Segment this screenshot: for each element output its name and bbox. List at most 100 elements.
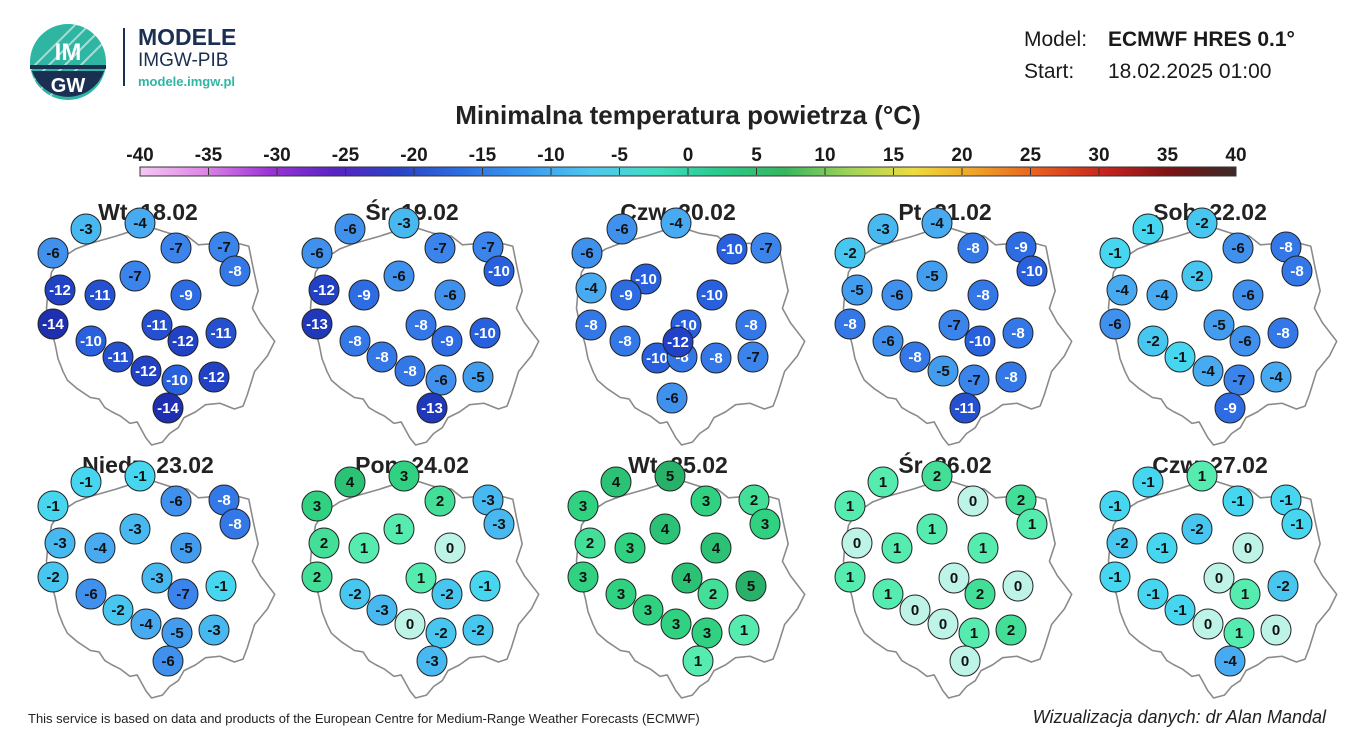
station-value: 0	[1272, 622, 1280, 639]
station-marker: -1	[1222, 485, 1254, 517]
station-circle	[339, 578, 371, 610]
station-value: -8	[1290, 263, 1303, 280]
station-circle	[690, 485, 722, 517]
station-marker: 0	[1002, 570, 1034, 602]
station-circle	[431, 325, 463, 357]
station-value: -9	[440, 333, 453, 350]
station-value: -5	[471, 369, 484, 386]
station-circle	[1229, 325, 1261, 357]
brand-url-link[interactable]: modele.imgw.pl	[138, 74, 236, 89]
station-value: 3	[579, 498, 587, 515]
station-marker: 3	[660, 608, 692, 640]
station-marker: -6	[1229, 325, 1261, 357]
station-circle	[967, 532, 999, 564]
station-value: -10	[701, 287, 723, 304]
station-value: 2	[586, 535, 594, 552]
station-marker: -6	[301, 237, 333, 269]
station-marker: 2	[301, 561, 333, 593]
station-marker: -8	[1002, 317, 1034, 349]
station-circle	[1181, 260, 1213, 292]
station-marker: -7	[119, 260, 151, 292]
station-value: -9	[1223, 400, 1236, 417]
station-marker: -2	[425, 617, 457, 649]
station-value: 3	[400, 468, 408, 485]
station-value: 3	[313, 498, 321, 515]
station-circle	[424, 232, 456, 264]
station-marker: 0	[938, 562, 970, 594]
station-value: -7	[433, 240, 446, 257]
station-marker: -6	[1232, 279, 1264, 311]
station-circle	[614, 532, 646, 564]
station-value: -4	[139, 616, 153, 633]
station-value: -6	[1238, 333, 1251, 350]
station-circle	[841, 274, 873, 306]
station-circle	[44, 274, 76, 306]
station-marker: -6	[1099, 308, 1131, 340]
station-value: 2	[976, 586, 984, 603]
station-circle	[881, 279, 913, 311]
station-circle	[102, 341, 134, 373]
station-circle	[1016, 255, 1048, 287]
station-value: -14	[42, 316, 64, 333]
station-value: -6	[881, 333, 894, 350]
station-circle	[425, 617, 457, 649]
station-value: -12	[667, 334, 689, 351]
station-circle	[872, 325, 904, 357]
station-value: 1	[360, 540, 368, 557]
station-circle	[1229, 578, 1261, 610]
station-circle	[995, 361, 1027, 393]
station-circle	[1099, 490, 1131, 522]
station-marker: -2	[1137, 325, 1169, 357]
station-marker: 0	[841, 527, 873, 559]
station-marker: -8	[366, 341, 398, 373]
station-circle	[462, 614, 494, 646]
day-map: Śr. 19.02-6 -3-7-6 -7-10-6-12 -9 -6-13 -8 -10-…	[301, 198, 540, 446]
station-circle	[434, 279, 466, 311]
station-marker: 1	[867, 466, 899, 498]
station-marker: -8	[834, 308, 866, 340]
station-circle	[1146, 532, 1178, 564]
station-value: 1	[694, 653, 702, 670]
station-value: -3	[79, 221, 92, 238]
station-circle	[1099, 561, 1131, 593]
station-marker: -6	[425, 364, 457, 396]
day-map: Czw. 20.02-6 -4-10-6 -7-10-4 -9 -10-8 -10 -8-8…	[571, 199, 806, 446]
station-marker: -3	[44, 527, 76, 559]
station-value: -12	[135, 363, 157, 380]
station-marker: -7	[737, 341, 769, 373]
station-circle	[469, 570, 501, 602]
station-marker: -10	[696, 279, 728, 311]
station-value: 0	[1244, 540, 1252, 557]
station-circle	[1099, 237, 1131, 269]
station-circle	[834, 561, 866, 593]
station-value: -4	[1201, 363, 1215, 380]
station-circle	[1099, 308, 1131, 340]
station-value: -11	[108, 349, 129, 366]
station-marker: -1	[1164, 341, 1196, 373]
station-marker: -12	[662, 326, 694, 358]
station-marker: -11	[205, 317, 237, 349]
station-value: -9	[1014, 239, 1027, 256]
station-circle	[152, 645, 184, 677]
station-value: 1	[395, 521, 403, 538]
station-marker: -7	[472, 231, 504, 263]
station-marker: -5	[841, 274, 873, 306]
station-marker: -14	[152, 392, 184, 424]
station-circle	[1186, 460, 1218, 492]
station-value: -6	[161, 653, 174, 670]
station-circle	[1106, 527, 1138, 559]
station-circle	[1203, 562, 1235, 594]
station-marker: -1	[70, 466, 102, 498]
station-value: -1	[1155, 540, 1168, 557]
station-marker: 5	[735, 570, 767, 602]
station-marker: 3	[614, 532, 646, 564]
station-value: -8	[976, 287, 989, 304]
station-circle	[1260, 614, 1292, 646]
station-marker: -1	[1099, 490, 1131, 522]
station-marker: -1	[1281, 508, 1313, 540]
station-value: -6	[84, 586, 97, 603]
station-value: 4	[661, 521, 670, 538]
station-circle	[575, 309, 607, 341]
station-circle	[130, 608, 162, 640]
station-value: -8	[966, 240, 979, 257]
